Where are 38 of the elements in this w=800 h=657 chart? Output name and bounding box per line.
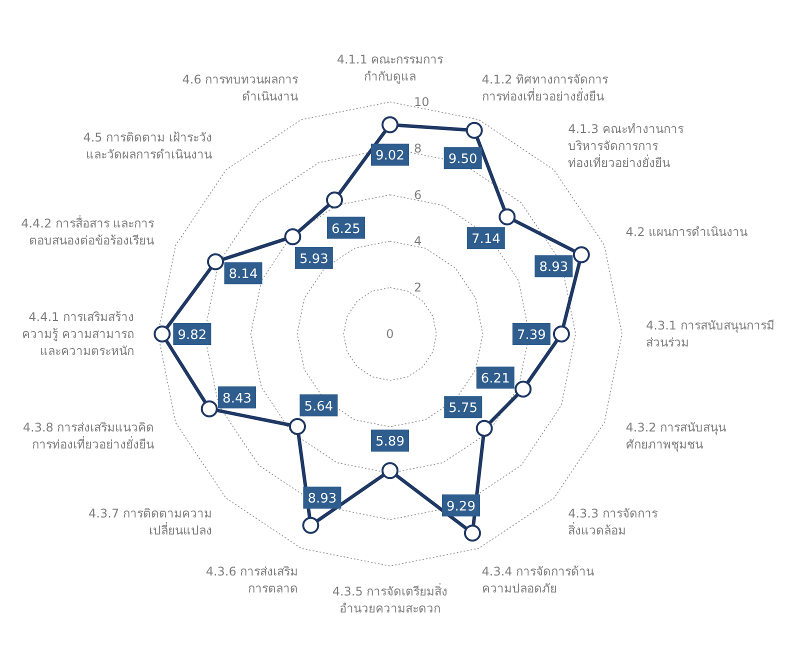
data-label: 5.89: [376, 434, 404, 450]
spoke-label: 4.3.2 การสนับสนุน ศักยภาพชุมชน: [626, 420, 726, 452]
data-label: 9.82: [178, 328, 207, 343]
spoke-label: 4.1.3 คณะทำงานการ บริหารจัดการการ ท่องเที่ยวอย่างยั่งยืน: [568, 122, 684, 170]
spoke-label: 4.2 แผนการดำเนินงาน: [626, 225, 748, 240]
data-label: 8.93: [539, 260, 568, 276]
data-label: 8.14: [228, 267, 258, 282]
y-tick-label: 4: [414, 234, 422, 248]
spoke-label: 4.6 การทบทวนผลการ ดำเนินงาน: [182, 72, 300, 104]
data-label: 5.64: [304, 399, 334, 414]
data-label: 9.29: [446, 499, 476, 514]
spoke-label: 4.5 การติดตาม เฝ้าระวัง และวัดผลการดำเนินงาน: [83, 130, 212, 162]
data-label: 8.43: [222, 391, 252, 406]
data-label: 6.25: [332, 222, 360, 237]
y-tick-label: 10: [414, 95, 430, 109]
data-label: 9.02: [376, 148, 404, 164]
data-label: 7.14: [471, 232, 500, 248]
spoke-label: 4.3.8 การส่งเสริมแนวคิด การท่องเที่ยวอย่างยั่งยืน: [22, 420, 154, 452]
spoke-label: 4.4.2 การสื่อสาร และการ ตอบสนองต่อข้อร้องเรียน: [21, 214, 156, 248]
spoke-label: 4.1.2 ทิศทางการจัดการ การท่องเที่ยวอย่างยั่งยืน: [482, 72, 610, 104]
spoke-label: 4.4.1 การเสริมสร้าง ความรู้ ความสามารถ และความตระหนัก: [22, 310, 134, 358]
spoke-label: 4.3.7 การติดตามความ เปลี่ยนแปลง: [88, 506, 212, 538]
data-label: 5.93: [299, 252, 328, 267]
y-tick-label: 2: [414, 280, 422, 295]
spoke-label: 4.3.6 การส่งเสริม การตลาด: [206, 564, 298, 596]
data-label: 5.75: [448, 401, 478, 416]
y-tick-label: 8: [414, 141, 422, 156]
spoke-label: 4.3.5 การจัดเตรียมสิ่ง อำนวยความสะดวก: [332, 582, 448, 616]
data-label: 9.50: [448, 152, 478, 168]
data-label: 6.21: [480, 372, 510, 387]
y-tick-label: 6: [414, 188, 422, 202]
data-label: 8.93: [308, 492, 337, 507]
spoke-label: 4.3.4 การจัดการด้าน ความปลอดภัย: [482, 564, 594, 596]
data-label: 7.39: [516, 328, 546, 343]
spoke-label: 4.3.3 การจัดการ สิ่งแวดล้อม: [568, 506, 658, 538]
spoke-label: 4.1.1 คณะกรรมการ กำกับดูแล: [336, 52, 444, 84]
y-tick-label: 0: [386, 327, 394, 341]
spoke-label: 4.3.1 การสนับสนุนการมี ส่วนร่วม: [646, 318, 774, 350]
